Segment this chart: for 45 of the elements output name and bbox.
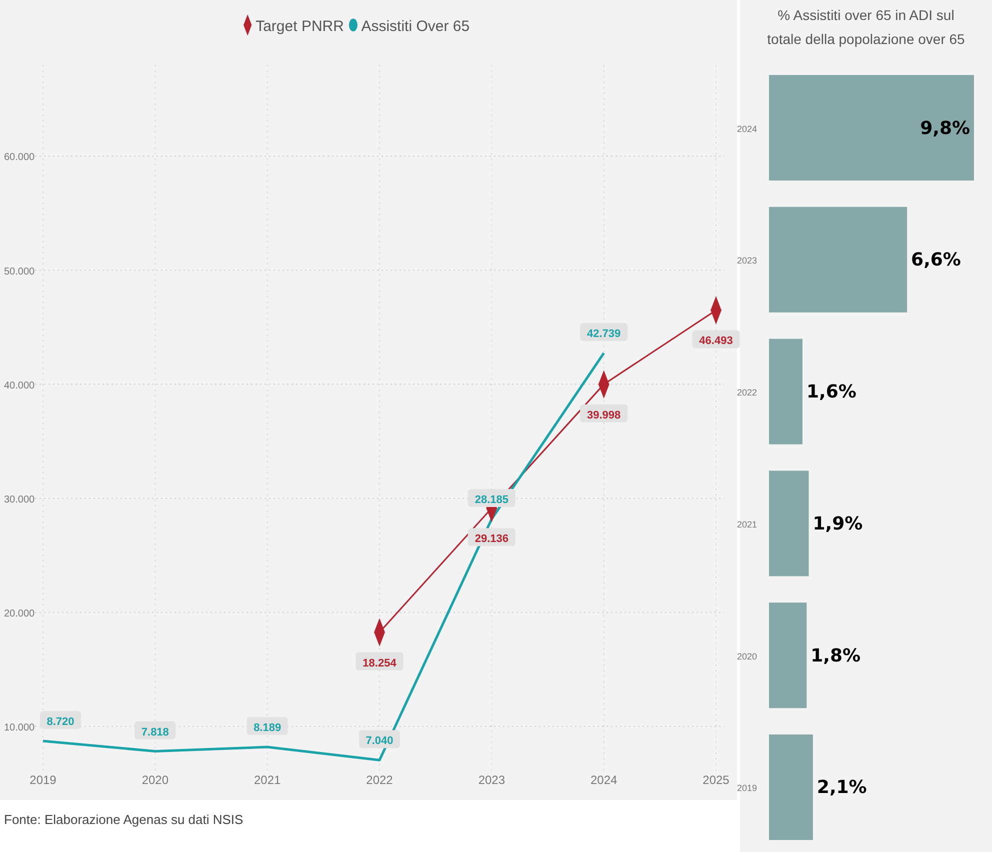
y-tick-label: 2023 [736,256,757,266]
legend-label: Target PNRR [256,18,344,35]
y-tick-label: 2020 [736,651,757,662]
bar [769,734,813,840]
data-label: 42.739 [587,328,621,340]
y-tick-label: 2019 [736,783,757,794]
bar [769,470,809,576]
chart-title: % Assistiti over 65 in ADI sul totale della popolazione over 65 [767,7,966,47]
y-tick-label: 20.000 [4,608,36,620]
y-tick-label: 40.000 [4,380,36,392]
y-tick-label: 30.000 [4,494,36,506]
y-tick-label: 50.000 [4,266,36,278]
x-tick-label: 2021 [254,773,282,787]
data-label: 1,9% [812,513,863,534]
x-tick-label: 2022 [366,773,394,787]
legend-label: Assistiti Over 65 [361,18,470,35]
bar [769,602,807,708]
data-label: 8.720 [46,716,74,728]
data-label: 28.185 [474,494,508,506]
data-label: 6,6% [911,250,961,271]
data-label: 46.493 [699,335,733,348]
data-label: 8.189 [254,722,282,734]
y-tick-label: 10.000 [4,722,36,734]
source-note: Fonte: Elaborazione Agenas su dati NSIS [4,812,244,827]
x-tick-label: 2020 [142,773,169,787]
data-label: 18.254 [362,657,398,670]
x-tick-label: 2025 [702,773,730,787]
bar [769,75,974,181]
data-label: 29.136 [474,533,508,546]
data-label: 1,8% [810,645,861,666]
x-tick-label: 2019 [30,773,57,787]
y-tick-label: 60.000 [4,152,36,164]
x-tick-label: 2023 [478,773,506,787]
data-label: 7.040 [366,735,394,748]
data-label: 9,8% [920,118,970,139]
data-label: 1,6% [806,382,856,403]
y-tick-label: 2022 [736,388,757,398]
data-label: 2,1% [816,777,867,798]
bar [769,338,802,444]
data-label: 39.998 [587,409,621,422]
y-tick-label: 2021 [736,519,757,530]
y-tick-label: 2024 [736,124,757,134]
x-tick-label: 2024 [590,773,618,787]
bar [769,206,908,312]
data-label: 7.818 [141,726,169,738]
